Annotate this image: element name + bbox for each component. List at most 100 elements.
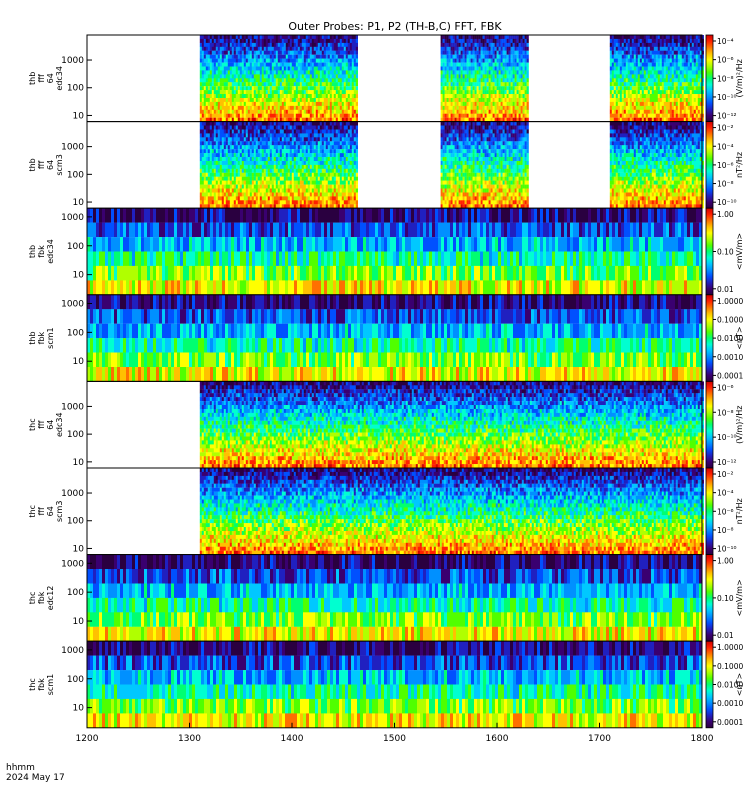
spectrogram-cell	[199, 109, 202, 114]
spectrogram-cell	[249, 188, 252, 193]
spectrogram-cell	[450, 94, 453, 99]
spectrogram-cell	[319, 105, 322, 110]
spectrogram-cell	[470, 35, 473, 40]
spectrogram-cell	[460, 62, 463, 67]
spectrogram-cell	[347, 58, 350, 63]
spectrogram-cell	[257, 184, 260, 189]
spectrogram-cell	[217, 157, 220, 162]
spectrogram-cell	[335, 109, 338, 114]
spectrogram-cell	[623, 66, 626, 71]
spectrogram-cell	[245, 168, 248, 173]
spectrogram-cell	[494, 94, 497, 99]
spectrogram-cell	[355, 94, 358, 99]
spectrogram-cell	[647, 62, 650, 67]
spectrogram-cell	[476, 42, 479, 47]
spectrogram-cell	[611, 109, 614, 114]
spectrogram-cell	[295, 109, 298, 114]
spectrogram-cell	[235, 74, 238, 79]
spectrogram-cell	[303, 42, 306, 47]
spectrogram-cell	[625, 42, 628, 47]
spectrogram-cell	[217, 86, 220, 91]
spectrogram-cell	[199, 188, 202, 193]
spectrogram-cell	[498, 54, 501, 59]
spectrogram-cell	[243, 141, 246, 146]
spectrogram-cell	[221, 184, 224, 189]
spectrogram-cell	[217, 164, 220, 169]
spectrogram-cell	[514, 58, 517, 63]
spectrogram-cell	[207, 82, 210, 87]
spectrogram-cell	[245, 117, 248, 122]
spectrogram-cell	[205, 149, 208, 154]
spectrogram-cell	[227, 74, 230, 79]
spectrogram-cell	[239, 121, 242, 126]
spectrogram-cell	[689, 105, 692, 110]
spectrogram-cell	[621, 66, 624, 71]
spectrogram-cell	[460, 90, 463, 95]
spectrogram-cell	[291, 50, 294, 55]
spectrogram-cell	[353, 38, 356, 43]
spectrogram-cell	[241, 74, 244, 79]
spectrogram-cell	[520, 78, 523, 83]
spectrogram-cell	[466, 54, 469, 59]
spectrogram-cell	[249, 98, 252, 103]
spectrogram-cell	[440, 82, 443, 87]
spectrogram-cell	[309, 38, 312, 43]
spectrogram-cell	[239, 117, 242, 122]
spectrogram-cell	[524, 38, 527, 43]
spectrogram-cell	[229, 200, 232, 205]
spectrogram-cell	[307, 42, 310, 47]
spectrogram-cell	[251, 101, 254, 106]
spectrogram-cell	[347, 82, 350, 87]
spectrogram-cell	[615, 94, 618, 99]
spectrogram-cell	[229, 82, 232, 87]
spectrogram-cell	[277, 70, 280, 75]
spectrogram-cell	[333, 38, 336, 43]
spectrogram-cell	[269, 125, 272, 130]
spectrogram-cell	[273, 78, 276, 83]
spectrogram-cell	[440, 38, 443, 43]
spectrogram-cell	[502, 101, 505, 106]
spectrogram-cell	[341, 58, 344, 63]
spectrogram-cell	[500, 86, 503, 91]
spectrogram-cell	[355, 117, 358, 122]
spectrogram-cell	[301, 161, 304, 166]
spectrogram-cell	[209, 153, 212, 158]
spectrogram-cell	[677, 105, 680, 110]
spectrogram-cell	[223, 168, 226, 173]
spectrogram-cell	[510, 74, 513, 79]
spectrogram-cell	[199, 62, 202, 67]
spectrogram-cell	[655, 42, 658, 47]
spectrogram-cell	[315, 109, 318, 114]
spectrogram-cell	[458, 98, 461, 103]
spectrogram-cell	[659, 109, 662, 114]
spectrogram-cell	[253, 204, 256, 209]
spectrogram-cell	[683, 38, 686, 43]
spectrogram-cell	[345, 113, 348, 118]
spectrogram-cell	[355, 62, 358, 67]
spectrogram-cell	[215, 153, 218, 158]
spectrogram-cell	[693, 62, 696, 67]
spectrogram-cell	[496, 46, 499, 51]
spectrogram-cell	[476, 98, 479, 103]
spectrogram-cell	[349, 58, 352, 63]
spectrogram-cell	[265, 141, 268, 146]
spectrogram-cell	[261, 86, 264, 91]
spectrogram-cell	[615, 98, 618, 103]
spectrogram-cell	[468, 46, 471, 51]
spectrogram-cell	[347, 109, 350, 114]
spectrogram-cell	[265, 54, 268, 59]
spectrogram-cell	[277, 145, 280, 150]
spectrogram-cell	[482, 54, 485, 59]
spectrogram-cell	[333, 117, 336, 122]
spectrogram-cell	[335, 86, 338, 91]
spectrogram-cell	[203, 133, 206, 138]
spectrogram-cell	[235, 149, 238, 154]
spectrogram-cell	[209, 172, 212, 177]
spectrogram-cell	[259, 94, 262, 99]
spectrogram-cell	[233, 184, 236, 189]
spectrogram-cell	[655, 98, 658, 103]
spectrogram-cell	[277, 101, 280, 106]
spectrogram-cell	[635, 70, 638, 75]
spectrogram-cell	[464, 46, 467, 51]
spectrogram-cell	[514, 42, 517, 47]
